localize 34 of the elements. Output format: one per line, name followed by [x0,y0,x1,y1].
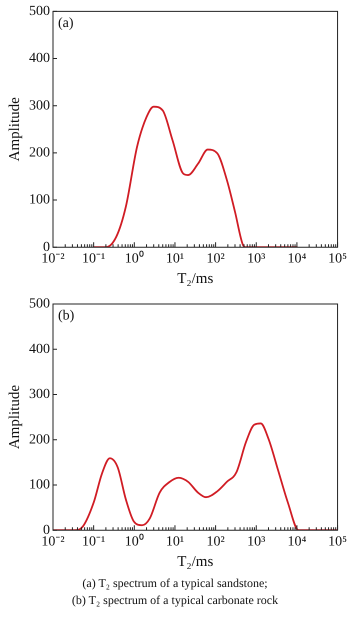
y-tick-label: 100 [29,192,50,208]
x-tick-label: 10⁻¹ [82,534,106,550]
x-tick-label: 10⁻¹ [82,251,106,266]
y-tick-label: 300 [29,387,50,402]
y-tick-label: 200 [29,432,50,448]
x-tick-label: 10⁴ [287,251,306,266]
x-axis-title: T₂/ms [177,554,214,570]
y-axis-title: Amplitude [6,96,23,162]
x-tick-label: 10¹ [166,534,184,550]
x-tick-label: 10⁵ [328,251,348,266]
y-tick-label: 100 [29,478,50,493]
x-tick-label: 10¹ [166,251,184,266]
x-tick-label: 10⁻² [41,251,65,266]
y-tick-label: 500 [29,4,50,20]
text: (a) T₂ spectrum of a typical sandstone; [81,575,269,592]
x-tick-label: 10³ [247,251,266,266]
x-tick-label: 10⁵ [328,534,348,550]
y-tick-label: 500 [29,296,50,312]
y-tick-label: 300 [29,98,50,114]
x-tick-label: 10⁰ [124,250,144,266]
chart-title: (b) [58,308,75,324]
text: (b) T₂ spectrum of a typical carbonate rock [70,592,280,609]
chart-title: (a) [58,16,74,32]
x-tick-label: 10⁻² [41,534,65,550]
x-tick-label: 10² [206,251,225,266]
y-tick-label: 400 [29,51,50,66]
y-tick-label: 200 [29,146,50,161]
y-axis-title: Amplitude [6,384,23,450]
y-tick-label: 400 [29,342,50,357]
x-tick-label: 10⁴ [287,534,306,550]
x-tick-label: 10³ [247,534,266,550]
x-tick-label: 10² [206,534,225,550]
x-axis-title: T₂/ms [177,270,214,287]
x-tick-label: 10⁰ [124,533,144,550]
